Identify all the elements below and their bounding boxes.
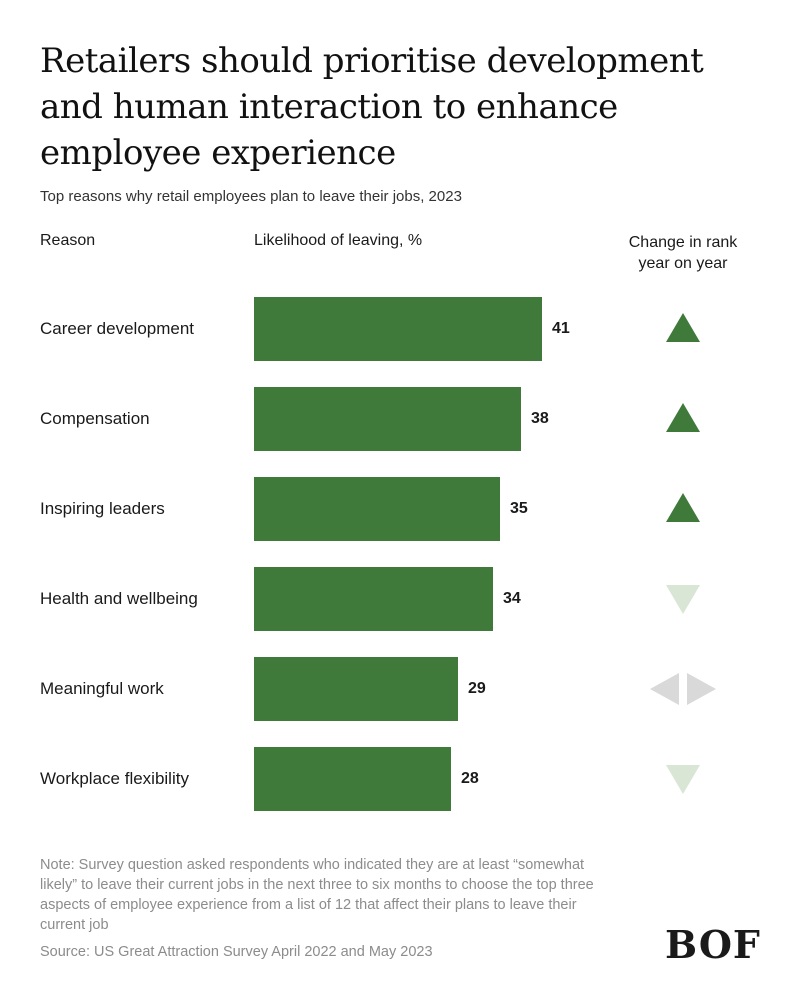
bar (254, 297, 542, 361)
rank-up-icon (666, 313, 700, 342)
reason-label: Compensation (40, 409, 150, 428)
bar (254, 477, 500, 541)
bar-value-label: 38 (531, 410, 549, 427)
reason-label: Workplace flexibility (40, 769, 189, 788)
reason-label: Health and wellbeing (40, 589, 198, 608)
change-column-header: Change in rank year on year (600, 232, 766, 274)
source-line: Source: US Great Attraction Survey April… (40, 944, 433, 960)
likelihood-column-header: Likelihood of leaving, % (254, 232, 423, 249)
bar-value-label: 29 (468, 680, 486, 697)
rank-up-icon (666, 403, 700, 432)
chart-subtitle: Top reasons why retail employees plan to… (40, 188, 462, 205)
bar (254, 387, 521, 451)
bar-value-label: 28 (461, 770, 479, 787)
rank-unchanged-icon (650, 673, 716, 705)
change-header-line2: year on year (638, 255, 728, 272)
reason-label: Meaningful work (40, 679, 164, 698)
rank-up-icon (666, 493, 700, 522)
chart-title: Retailers should prioritise development … (40, 41, 704, 173)
rank-down-icon (666, 765, 700, 794)
reason-column-header: Reason (40, 232, 96, 249)
bof-logo: BOF (665, 922, 761, 967)
bar (254, 657, 458, 721)
bar-value-label: 35 (510, 500, 528, 517)
reason-label: Career development (40, 319, 195, 338)
reason-label: Inspiring leaders (40, 499, 165, 518)
footnote: Note: Survey question asked respondents … (40, 857, 594, 933)
change-header-line1: Change in rank (628, 234, 738, 251)
bar (254, 747, 451, 811)
rank-down-icon (666, 585, 700, 614)
bar-value-label: 34 (503, 590, 521, 607)
bar (254, 567, 493, 631)
bar-value-label: 41 (552, 320, 570, 337)
